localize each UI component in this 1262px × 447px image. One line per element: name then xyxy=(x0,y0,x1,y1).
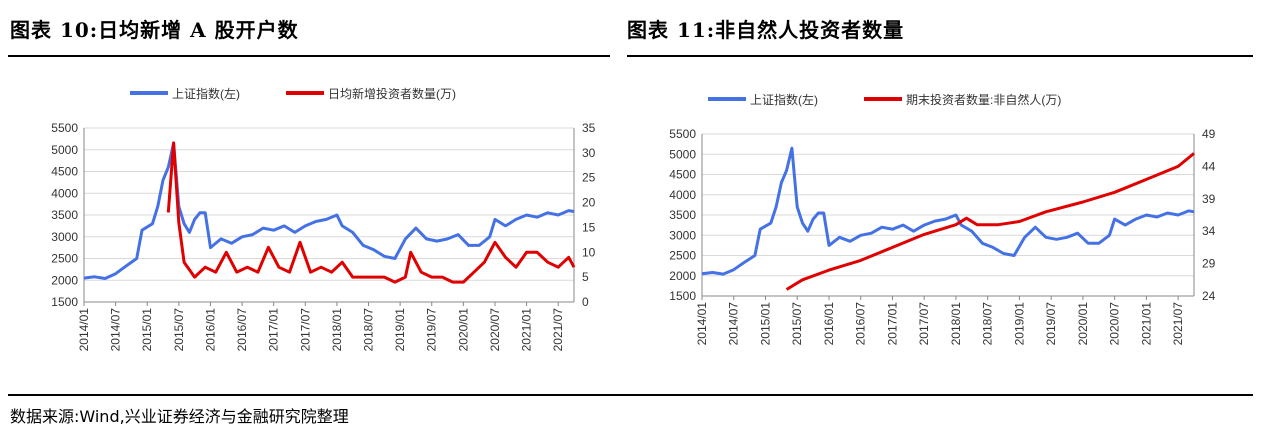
x-tick-label: 2020/01 xyxy=(1076,302,1090,346)
series-line-1 xyxy=(166,141,576,284)
y-right-tick-label: 29 xyxy=(1202,257,1216,271)
x-tick-label: 2015/07 xyxy=(172,308,186,352)
x-tick-label: 2016/01 xyxy=(203,308,217,352)
figure-11-title: 图表 11:非自然人投资者数量 xyxy=(627,18,905,42)
x-tick-label: 2017/07 xyxy=(298,308,312,352)
y-right-tick-label: 39 xyxy=(1202,192,1216,206)
legend-label: 期末投资者数量:非自然人(万) xyxy=(906,92,1061,107)
y-left-tick-label: 5500 xyxy=(669,127,696,141)
x-tick-label: 2020/07 xyxy=(488,308,502,352)
legend-label: 上证指数(左) xyxy=(750,92,818,107)
y-right-tick-label: 24 xyxy=(1202,289,1216,303)
y-left-tick-label: 4000 xyxy=(51,186,78,200)
x-tick-label: 2017/01 xyxy=(267,308,281,352)
y-left-tick-label: 5000 xyxy=(51,143,78,157)
y-right-tick-label: 49 xyxy=(1202,127,1216,141)
y-right-tick-label: 0 xyxy=(582,295,589,309)
legend-label: 上证指数(左) xyxy=(172,86,240,101)
y-right-tick-label: 20 xyxy=(582,196,596,210)
y-right-tick-label: 35 xyxy=(582,121,596,135)
y-left-tick-label: 3000 xyxy=(51,230,78,244)
y-left-tick-label: 1500 xyxy=(669,289,696,303)
x-tick-label: 2021/07 xyxy=(551,308,565,352)
chart-non-natural-investors: 1500 2000 2500 3000 3500 4000 4500 5000 5500 24 29… xyxy=(669,92,1216,346)
x-tick-label: 2019/07 xyxy=(1044,302,1058,346)
x-tick-label: 2016/07 xyxy=(235,308,249,352)
legend-label: 日均新增投资者数量(万) xyxy=(328,86,456,101)
y-left-tick-label: 3500 xyxy=(669,208,696,222)
y-right-tick-label: 44 xyxy=(1202,159,1216,173)
x-tick-label: 2016/01 xyxy=(822,302,836,346)
chart-daily-new-accounts: 1500 2000 2500 3000 3500 4000 4500 5000 5500 0 5 10… xyxy=(51,86,596,352)
figure-10-title: 图表 10:日均新增 A 股开户数 xyxy=(10,18,299,42)
y-left-tick-label: 2000 xyxy=(669,269,696,283)
x-tick-label: 2016/07 xyxy=(854,302,868,346)
source-rule xyxy=(8,394,1253,396)
y-left-tick-label: 2000 xyxy=(51,273,78,287)
y-left-tick-label: 5500 xyxy=(51,121,78,135)
x-tick-label: 2020/01 xyxy=(456,308,470,352)
y-left-tick-label: 3500 xyxy=(51,208,78,222)
y-left-tick-label: 4000 xyxy=(669,188,696,202)
x-tick-label: 2019/07 xyxy=(425,308,439,352)
y-right-tick-label: 34 xyxy=(1202,224,1216,238)
y-left-tick-label: 4500 xyxy=(669,168,696,182)
x-tick-label: 2018/01 xyxy=(949,302,963,346)
x-tick-label: 2014/07 xyxy=(109,308,123,352)
x-tick-label: 2014/01 xyxy=(695,302,709,346)
x-tick-label: 2017/01 xyxy=(885,302,899,346)
y-right-tick-label: 5 xyxy=(582,270,589,284)
y-left-tick-label: 2500 xyxy=(51,252,78,266)
x-tick-label: 2021/07 xyxy=(1171,302,1185,346)
x-tick-label: 2014/01 xyxy=(77,308,91,352)
x-tick-label: 2014/07 xyxy=(727,302,741,346)
x-tick-label: 2020/07 xyxy=(1108,302,1122,346)
figure-10-title-rule xyxy=(8,55,610,57)
series-line-0 xyxy=(83,141,575,280)
x-tick-label: 2018/07 xyxy=(981,302,995,346)
y-right-tick-label: 10 xyxy=(582,245,596,259)
x-tick-label: 2021/01 xyxy=(1139,302,1153,346)
x-tick-label: 2019/01 xyxy=(1012,302,1026,346)
y-right-tick-label: 15 xyxy=(582,220,596,234)
y-right-tick-label: 25 xyxy=(582,171,596,185)
x-tick-label: 2015/01 xyxy=(140,308,154,352)
y-left-tick-label: 1500 xyxy=(51,295,78,309)
y-right-tick-label: 30 xyxy=(582,146,596,160)
x-tick-label: 2019/01 xyxy=(393,308,407,352)
x-tick-label: 2021/01 xyxy=(520,308,534,352)
x-tick-label: 2017/07 xyxy=(917,302,931,346)
y-left-tick-label: 3000 xyxy=(669,228,696,242)
y-left-tick-label: 2500 xyxy=(669,249,696,263)
series-line-0 xyxy=(701,146,1195,276)
x-tick-label: 2018/01 xyxy=(330,308,344,352)
y-left-tick-label: 4500 xyxy=(51,165,78,179)
series-line-1 xyxy=(785,152,1195,291)
x-tick-label: 2015/01 xyxy=(758,302,772,346)
x-tick-label: 2018/07 xyxy=(362,308,376,352)
source-note: 数据来源:Wind,兴业证券经济与金融研究院整理 xyxy=(10,407,349,426)
y-left-tick-label: 5000 xyxy=(669,147,696,161)
x-tick-label: 2015/07 xyxy=(790,302,804,346)
figure-11-title-rule xyxy=(627,55,1253,57)
